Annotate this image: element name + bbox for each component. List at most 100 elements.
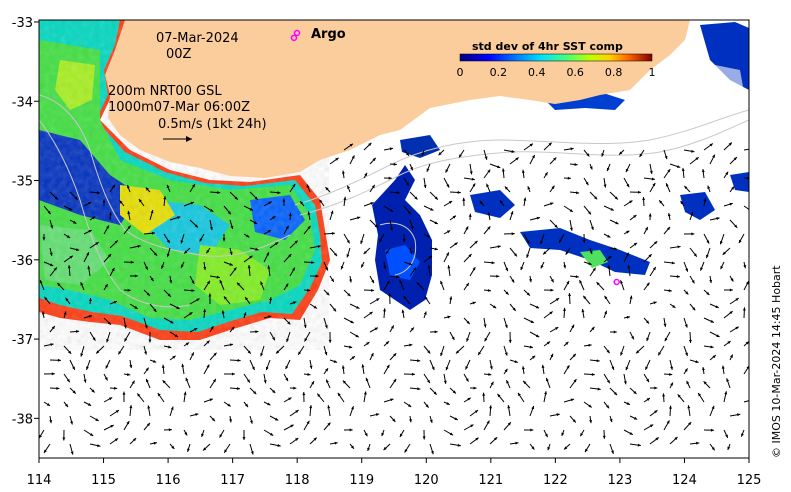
current-vector-head	[174, 334, 179, 338]
current-vector-head	[170, 406, 174, 410]
current-vector-head	[269, 297, 273, 301]
current-vector-head	[166, 184, 170, 189]
current-vector-head	[230, 225, 234, 230]
current-vector-head	[107, 254, 112, 258]
current-vector-head	[448, 201, 453, 204]
current-vector-head	[462, 197, 466, 201]
current-vector-head	[658, 352, 662, 356]
current-vector-head	[646, 282, 650, 286]
current-vector-head	[137, 393, 141, 397]
current-vector-head	[69, 207, 73, 211]
current-vector-head	[501, 168, 505, 172]
current-vector-head	[548, 142, 552, 146]
sst-std-field	[39, 20, 330, 350]
current-vector-head	[403, 296, 407, 300]
current-vectors	[39, 142, 749, 455]
current-vector-head	[185, 377, 189, 382]
current-vector-head	[189, 312, 193, 316]
current-vector-head	[346, 254, 350, 258]
current-vector-head	[422, 436, 426, 440]
current-vector-head	[681, 167, 685, 172]
current-vector-head	[701, 367, 705, 371]
current-vector-head	[292, 183, 296, 188]
current-vector-head	[206, 340, 210, 344]
current-vector-head	[370, 202, 374, 205]
current-vector-head	[148, 339, 152, 343]
current-vector-head	[393, 378, 397, 383]
current-vector-head	[601, 153, 605, 157]
current-vector-head	[351, 406, 354, 410]
current-vector-head	[497, 245, 501, 249]
current-vector-head	[407, 404, 412, 407]
current-vector-head	[572, 353, 576, 358]
current-vector-head	[295, 438, 299, 441]
current-vector-head	[145, 266, 148, 270]
colorbar-tick-label: 1	[649, 66, 656, 79]
current-vector-head	[47, 210, 51, 215]
current-vector-head	[107, 321, 111, 325]
current-vector-head	[206, 280, 210, 285]
current-vector-head	[430, 450, 434, 455]
current-vector-head	[51, 372, 55, 376]
current-vector-head	[346, 240, 350, 244]
current-vector-head	[172, 355, 176, 359]
current-vector-head	[325, 368, 329, 372]
current-vector-head	[290, 424, 294, 428]
current-vector-head	[645, 320, 650, 324]
current-vector-head	[592, 267, 596, 272]
lon-tick-label: 117	[220, 473, 245, 488]
current-vector-head	[504, 352, 508, 356]
current-vector-head	[496, 165, 501, 169]
current-vector-head	[544, 172, 548, 176]
current-vector-head	[581, 308, 585, 313]
current-vector-head	[313, 437, 317, 441]
current-vector-head	[486, 420, 490, 424]
current-vector-head	[371, 279, 374, 284]
current-vector-head	[285, 377, 289, 382]
lon-tick-label: 121	[478, 473, 503, 488]
lat-tick-label: -34	[12, 95, 33, 110]
current-vector-head	[366, 342, 370, 346]
current-vector-head	[129, 364, 133, 369]
current-vector-head	[440, 352, 444, 357]
current-vector-head	[499, 200, 503, 204]
current-vector-head	[303, 324, 307, 329]
current-vector-head	[611, 366, 615, 370]
current-vector-head	[390, 398, 394, 402]
colorbar-tick-label: 0.6	[566, 66, 584, 79]
current-vector-head	[597, 387, 601, 391]
current-vector-head	[575, 191, 580, 195]
current-vector-head	[445, 169, 449, 173]
current-vector-head	[405, 152, 410, 156]
lat-tick-label: -37	[12, 333, 33, 348]
current-vector-head	[88, 230, 92, 233]
current-vector-head	[564, 446, 568, 450]
current-vector-head	[706, 291, 710, 296]
current-vector-head	[211, 417, 215, 422]
current-vector-head	[95, 418, 99, 421]
current-vector-head	[735, 326, 739, 330]
current-vector-head	[287, 321, 291, 325]
colorbar-tick-label: 0.8	[605, 66, 623, 79]
current-vector-head	[386, 280, 390, 285]
current-vector-head	[340, 266, 344, 270]
current-vector-head	[306, 420, 310, 425]
current-vector-head	[487, 212, 491, 216]
current-vector-head	[210, 208, 214, 212]
current-vector-head	[57, 358, 61, 362]
current-vector-head	[163, 196, 167, 200]
current-vector-head	[543, 251, 547, 255]
current-vector	[743, 148, 749, 151]
current-vector-head	[46, 402, 51, 406]
current-vector-head	[62, 437, 66, 441]
current-vector-head	[288, 253, 292, 258]
current-vector-head	[311, 260, 315, 264]
current-vector-head	[274, 242, 279, 246]
current-vector-head	[489, 366, 493, 370]
current-vector-head	[667, 169, 671, 173]
current-vector-head	[408, 262, 413, 266]
current-vector-head	[68, 350, 72, 354]
current-vector-head	[351, 155, 355, 159]
current-vector-head	[446, 252, 449, 256]
current-vector-head	[367, 447, 371, 452]
